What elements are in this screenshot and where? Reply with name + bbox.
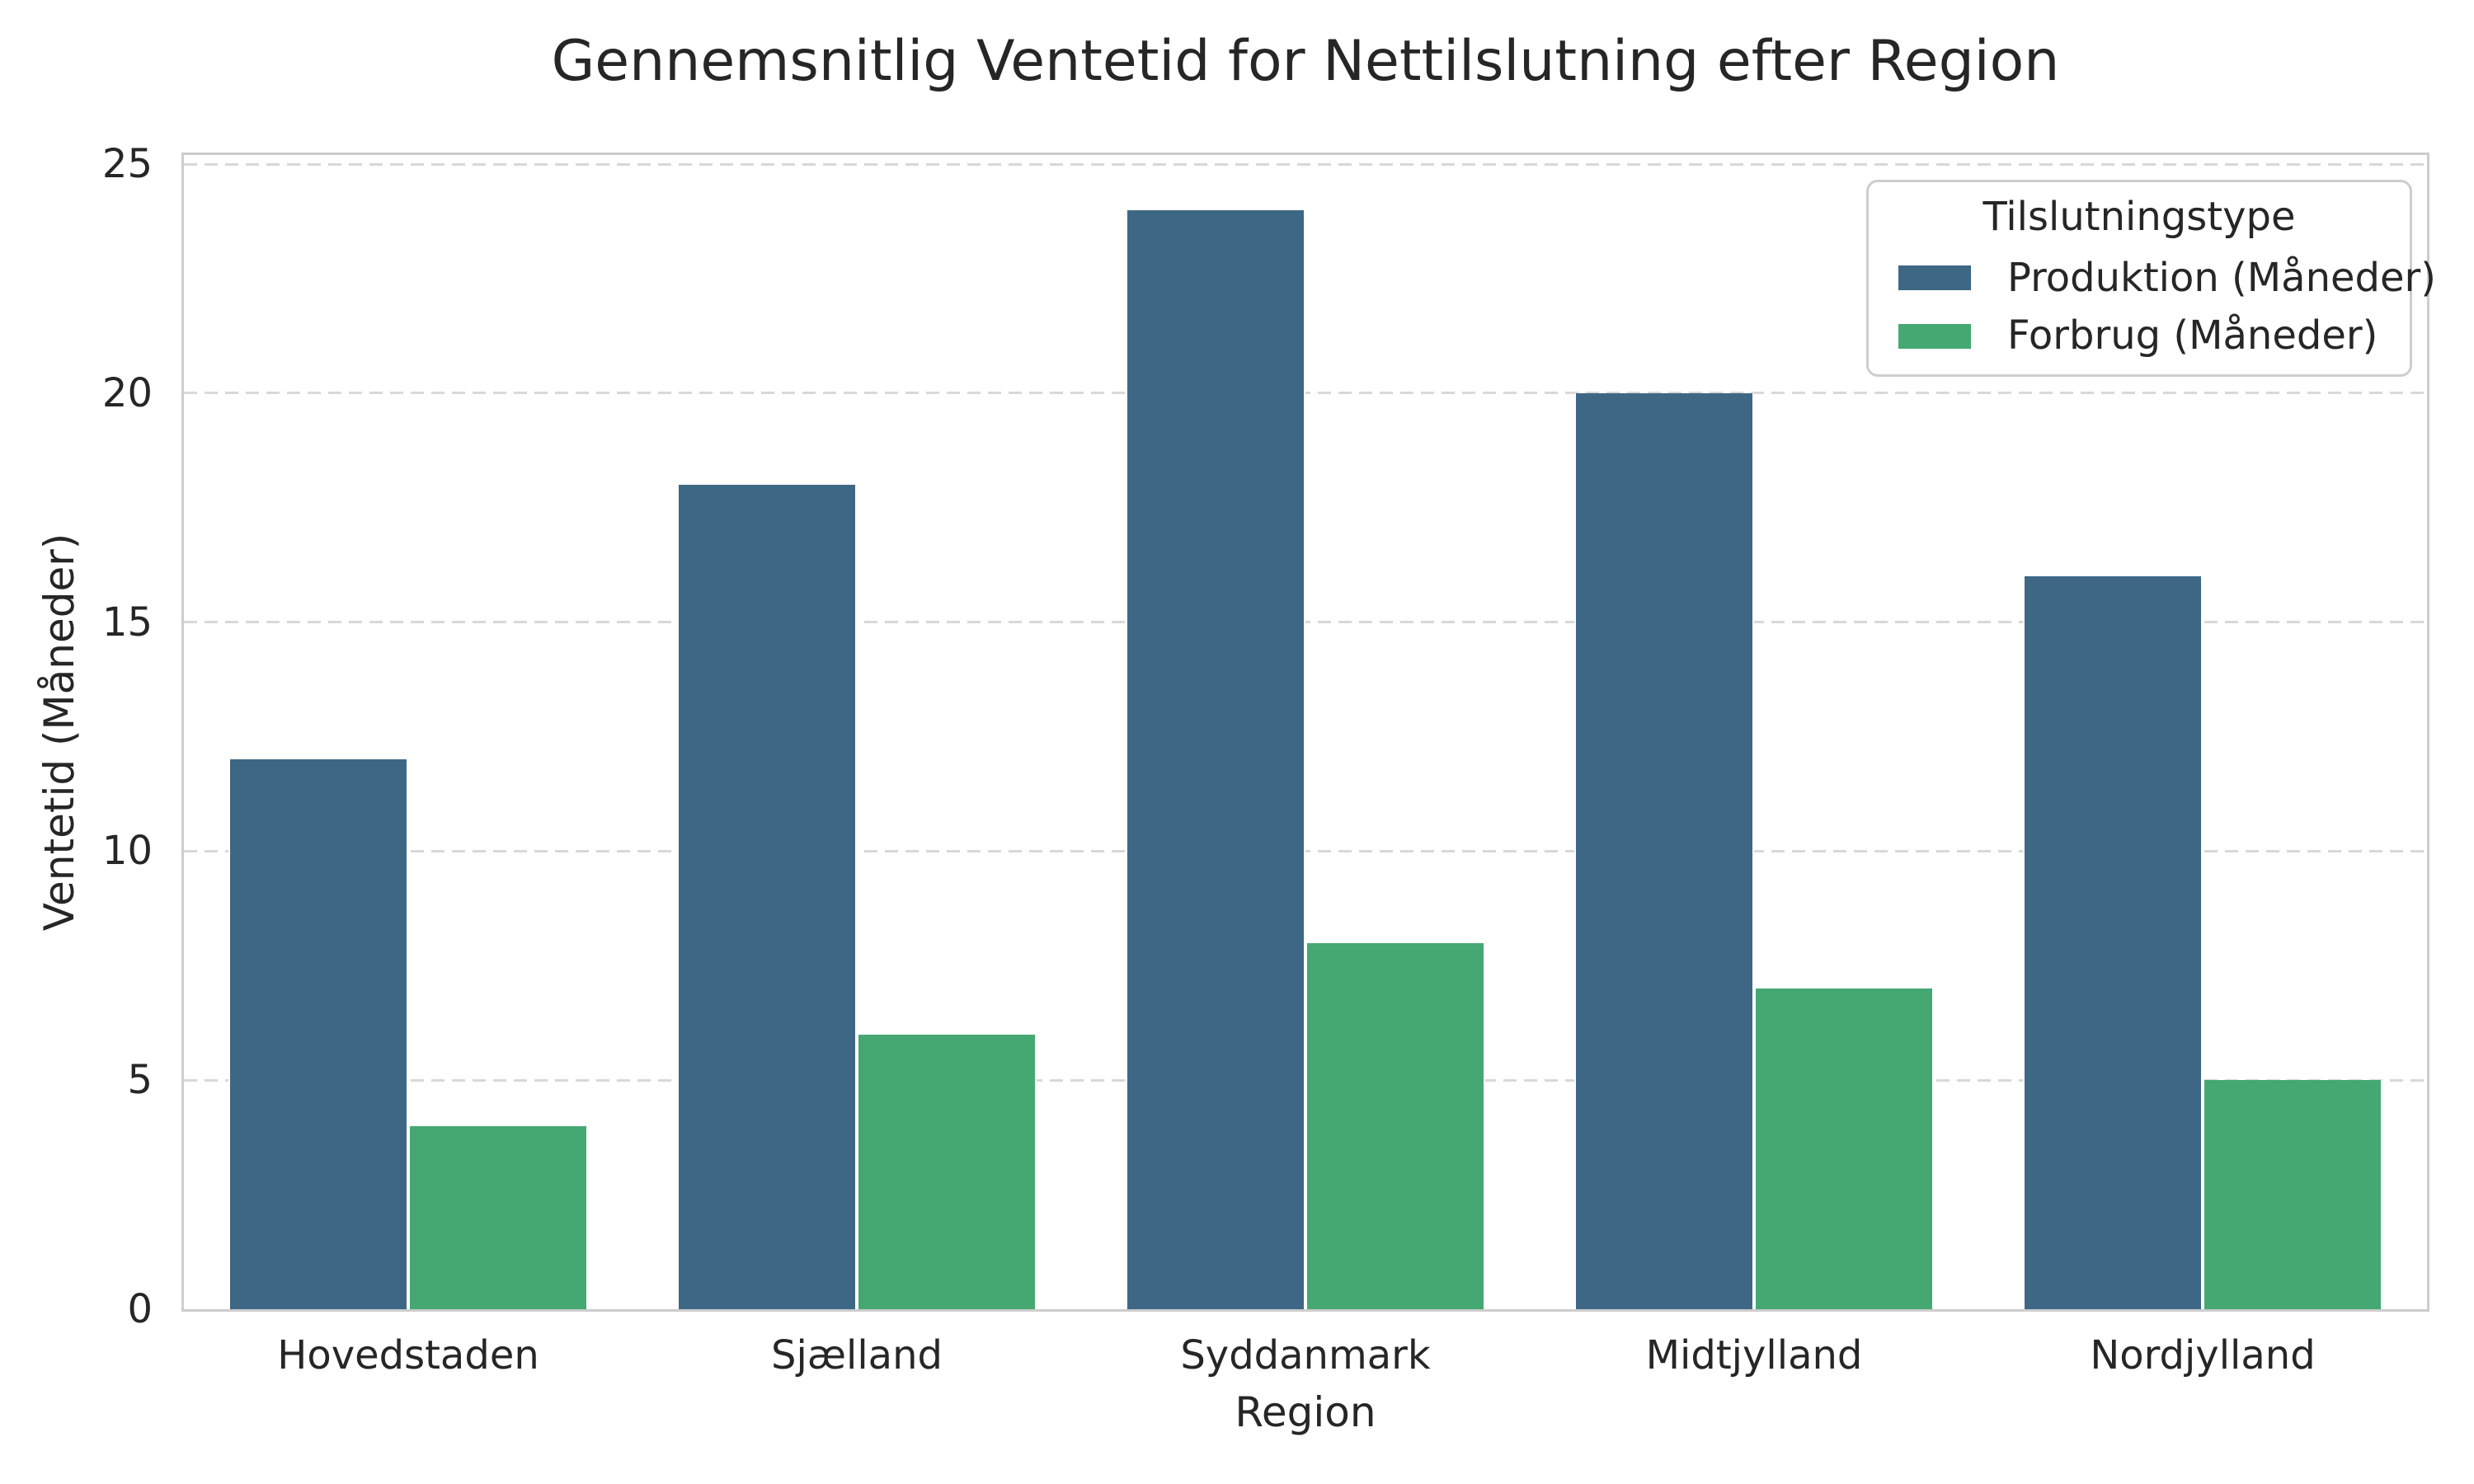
y-tick-label: 20 — [101, 369, 153, 416]
legend-item: Forbrug (Måneder) — [1885, 314, 2393, 358]
y-tick-label: 15 — [101, 599, 153, 646]
chart-title: Gennemsnitlig Ventetid for Nettilslutnin… — [551, 29, 2060, 94]
bar-forbrug — [1754, 989, 1934, 1309]
x-axis-label: Region — [1235, 1388, 1376, 1436]
legend: Tilslutningstype Produktion (Måneder) For… — [1866, 180, 2436, 378]
bar-produktion — [2023, 576, 2203, 1309]
bar-forbrug — [2203, 1080, 2382, 1309]
legend-items: Produktion (Måneder) Forbrug (Måneder) — [1885, 256, 2436, 359]
legend-label: Produktion (Måneder) — [2007, 254, 2437, 301]
bar-produktion — [677, 485, 857, 1309]
y-tick-label: 25 — [101, 141, 153, 188]
x-tick-label: Hovedstaden — [277, 1332, 539, 1378]
legend-title: Tilslutningstype — [1982, 194, 2296, 240]
bar-forbrug — [408, 1125, 588, 1309]
x-tick-label: Sjælland — [771, 1332, 943, 1378]
legend-label: Forbrug (Måneder) — [2007, 312, 2378, 359]
bar-forbrug — [857, 1034, 1037, 1309]
bar-forbrug — [1305, 942, 1485, 1309]
y-axis-label: Ventetid (Måneder) — [35, 533, 83, 932]
bar-produktion — [228, 759, 408, 1309]
gridline — [184, 849, 2427, 852]
y-tick-label: 5 — [127, 1057, 153, 1104]
legend-swatch-forbrug — [1898, 323, 1971, 349]
x-tick-label: Nordjylland — [2090, 1332, 2316, 1378]
legend-swatch-produktion — [1898, 265, 1971, 290]
x-tick-label: Midtjylland — [1645, 1332, 1863, 1378]
bar-produktion — [1574, 392, 1754, 1309]
gridline — [184, 162, 2427, 166]
gridline — [184, 621, 2427, 624]
y-tick-label: 10 — [101, 828, 153, 875]
y-tick-label: 0 — [127, 1286, 153, 1332]
legend-item: Produktion (Måneder) — [1885, 256, 2436, 300]
x-tick-label: Syddanmark — [1180, 1332, 1431, 1378]
gridline — [184, 392, 2427, 395]
bar-produktion — [1126, 209, 1305, 1309]
